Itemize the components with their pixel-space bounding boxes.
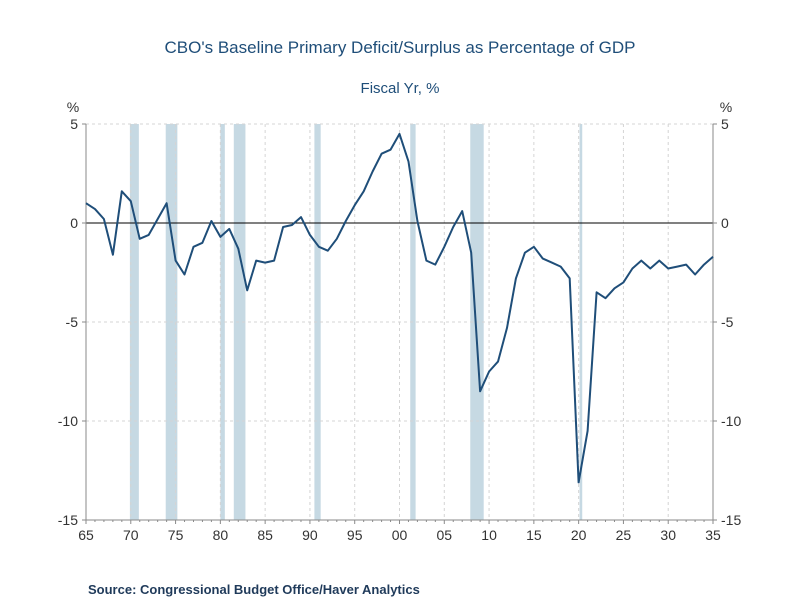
- x-tick-label: 05: [436, 527, 452, 543]
- y-tick-label-right: -5: [721, 314, 734, 330]
- x-tick-label: 10: [481, 527, 497, 543]
- y-tick-label-left: 5: [70, 116, 78, 132]
- recession-band: [314, 124, 321, 520]
- y-tick-label-left: -5: [66, 314, 79, 330]
- y-tick-label-left: 0: [70, 215, 78, 231]
- chart-title: CBO's Baseline Primary Deficit/Surplus a…: [164, 38, 636, 57]
- y-unit-left: %: [67, 99, 79, 115]
- axes: [82, 123, 717, 524]
- x-tick-label: 90: [302, 527, 318, 543]
- source-note: Source: Congressional Budget Office/Have…: [88, 582, 420, 597]
- x-tick-label: 15: [526, 527, 542, 543]
- y-tick-label-left: -15: [58, 512, 78, 528]
- recession-band: [220, 124, 225, 520]
- x-tick-label: 70: [123, 527, 139, 543]
- chart-subtitle: Fiscal Yr, %: [360, 80, 440, 97]
- x-tick-label: 20: [571, 527, 587, 543]
- y-tick-label-right: 0: [721, 215, 729, 231]
- grid-lines: [86, 123, 713, 521]
- series-line: [85, 132, 714, 484]
- series-lines: [85, 132, 714, 484]
- x-tick-label: 25: [616, 527, 632, 543]
- x-tick-label: 75: [168, 527, 184, 543]
- y-tick-label-left: -10: [58, 413, 78, 429]
- recession-band: [233, 124, 246, 520]
- x-tick-label: 00: [392, 527, 408, 543]
- y-tick-label-right: 5: [721, 116, 729, 132]
- x-tick-label: 30: [660, 527, 676, 543]
- x-tick-label: 95: [347, 527, 363, 543]
- x-tick-label: 85: [257, 527, 273, 543]
- x-tick-label: 65: [78, 527, 94, 543]
- y-tick-label-right: -10: [721, 413, 741, 429]
- x-tick-label: 35: [705, 527, 721, 543]
- x-tick-label: 80: [213, 527, 229, 543]
- y-tick-label-right: -15: [721, 512, 741, 528]
- y-unit-right: %: [720, 99, 732, 115]
